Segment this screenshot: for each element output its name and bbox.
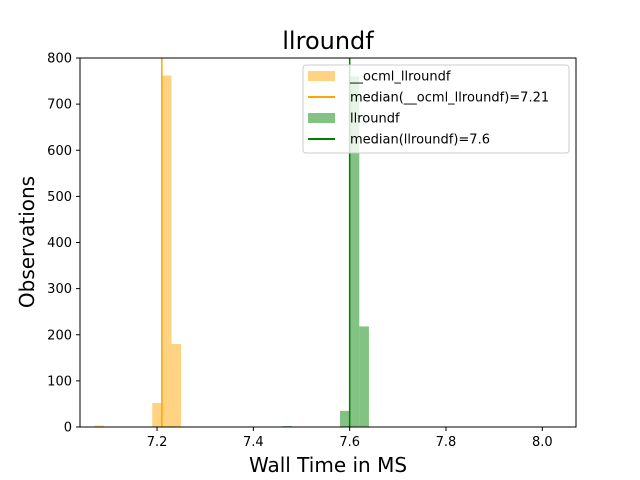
legend-label: __ocml_llroundf: [349, 70, 451, 85]
bar-__ocml_llroundf-2: [161, 75, 172, 427]
y-tick-label: 100: [47, 374, 72, 389]
legend-swatch: [308, 71, 335, 81]
bar-__ocml_llroundf-0: [94, 425, 105, 427]
bar-llroundf-3: [359, 326, 369, 427]
legend-box: [302, 64, 570, 154]
bar-llroundf-2: [349, 76, 360, 427]
x-tick-label: 8.0: [532, 435, 553, 450]
y-tick-label: 300: [47, 282, 72, 297]
y-tick-label: 200: [47, 328, 72, 343]
x-tick-label: 7.8: [436, 435, 457, 450]
legend-label: median(__ocml_llroundf)=7.21: [350, 91, 549, 106]
bar-llroundf-1: [340, 410, 350, 427]
legend-label: llroundf: [350, 112, 400, 127]
x-axis-label: Wall Time in MS: [249, 453, 407, 477]
y-axis: 0 100 200 300 400 500 600 700 800: [47, 52, 80, 436]
x-tick-label: 7.6: [339, 435, 360, 450]
bar-__ocml_llroundf-3: [171, 343, 182, 427]
legend-label: median(llroundf)=7.6: [350, 133, 490, 148]
legend-swatch: [308, 113, 335, 123]
x-axis: 7.2 7.4 7.6 7.8 8.0: [147, 427, 553, 450]
legend: __ocml_llroundf median(__ocml_llroundf)=7…: [302, 64, 570, 154]
y-tick-label: 500: [47, 190, 72, 205]
y-axis-label: Observations: [15, 176, 39, 308]
x-tick-label: 7.4: [243, 435, 264, 450]
chart-title: llroundf: [282, 27, 374, 55]
y-tick-label: 0: [64, 421, 72, 436]
y-tick-label: 700: [47, 98, 72, 113]
y-tick-label: 600: [47, 144, 72, 159]
bar-__ocml_llroundf-1: [152, 403, 162, 427]
y-tick-label: 800: [47, 52, 72, 67]
x-tick-label: 7.2: [147, 435, 168, 450]
y-tick-label: 400: [47, 236, 72, 251]
